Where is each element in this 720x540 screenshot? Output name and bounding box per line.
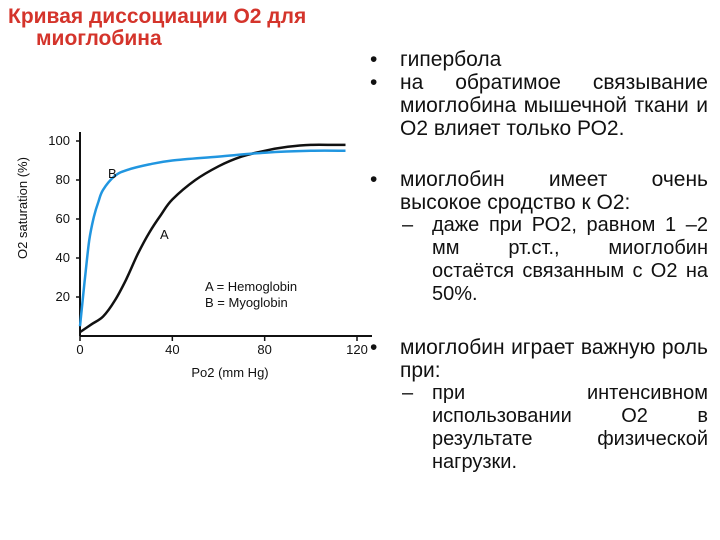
y-tick-label: 80 [56, 172, 70, 187]
sub-bullet-3-1: – даже при РО2, равном 1 –2 мм рт.ст., м… [364, 214, 708, 306]
series-label-b: B [108, 166, 117, 181]
legend-entry-b: B = Myoglobin [205, 295, 288, 310]
series-line-a [79, 143, 346, 334]
sub-bullet-dash: – [402, 214, 414, 236]
bullet-1-text: гипербола [400, 48, 502, 71]
bullet-list: • гипербола • на обратимое связывание ми… [364, 48, 708, 474]
bullet-dot: • [370, 168, 378, 191]
series-line-b [78, 149, 346, 327]
bullet-dot: • [370, 336, 378, 359]
series-label-a: A [160, 227, 169, 242]
bullet-3-text: миоглобин имеет очень высокое сродство к… [400, 168, 708, 214]
chart-axes [79, 132, 372, 337]
bullet-4-text: миоглобин играет важную роль при: [400, 336, 708, 382]
x-tick-label: 120 [346, 342, 368, 357]
y-tick-label: 60 [56, 211, 70, 226]
x-tick-label: 80 [257, 342, 271, 357]
bullet-1: • гипербола [364, 48, 708, 71]
bullet-3: • миоглобин имеет очень высокое сродство… [364, 168, 708, 214]
sub-bullet-4-1: – при интенсивном использовании О2 в рез… [364, 382, 708, 474]
bullet-dot: • [370, 48, 378, 71]
y-tick-label: 40 [56, 250, 70, 265]
chart-series [78, 143, 346, 334]
slide-title: Кривая диссоциации О2 для миоглобина [8, 6, 388, 50]
x-tick-label: 40 [165, 342, 179, 357]
sub-bullet-3-1-text: даже при РО2, равном 1 –2 мм рт.ст., мио… [432, 214, 708, 305]
title-line-2: миоглобина [36, 27, 162, 50]
title-line-1: Кривая диссоциации О2 для [8, 5, 307, 28]
sub-bullet-4-1-text: при интенсивном использовании О2 в резул… [432, 382, 708, 473]
x-axis-label: Po2 (mm Hg) [191, 365, 268, 380]
sub-bullet-dash: – [402, 382, 414, 404]
y-tick-label: 100 [48, 133, 70, 148]
x-tick-label: 0 [76, 342, 83, 357]
y-axis-label: O2 saturation (%) [15, 157, 30, 259]
y-tick-label: 20 [56, 289, 70, 304]
bullet-4: • миоглобин играет важную роль при: [364, 336, 708, 382]
bullet-2-text: на обратимое связывание миоглобина мышеч… [400, 71, 708, 140]
bullet-2: • на обратимое связывание миоглобина мыш… [364, 71, 708, 140]
chart-ticks: 0 40 80 120 20 40 60 80 100 [48, 133, 368, 357]
bullet-dot: • [370, 71, 378, 94]
legend-entry-a: A = Hemoglobin [205, 279, 297, 294]
